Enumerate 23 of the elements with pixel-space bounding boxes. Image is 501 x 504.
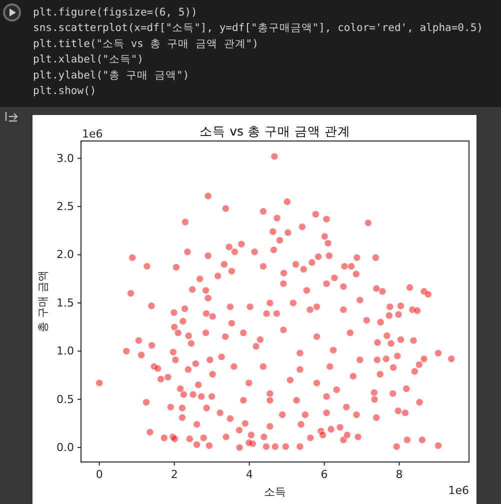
text: plt.title("소득 vs 총 구매 금액 관계") bbox=[33, 38, 258, 50]
y-tick-label: 2.0 bbox=[56, 248, 74, 262]
text: 1e6 bbox=[82, 128, 103, 140]
x-tick-label: 0 bbox=[96, 468, 103, 481]
x-tick-label: 2 bbox=[170, 468, 178, 481]
text: sns.scatterplot(x=df["소득"], y=df["총구매금액"], color='red', alpha=0.5) bbox=[33, 22, 483, 34]
x-tick-label: 4 bbox=[246, 468, 253, 481]
text: plt.show() bbox=[33, 85, 96, 97]
x-axis-title: 소득 bbox=[264, 486, 286, 498]
y-tick-label: 0.5 bbox=[56, 392, 74, 406]
chart-title: 소득 vs 총 구매 금액 관계 bbox=[200, 124, 350, 138]
y-tick-label: 0.0 bbox=[56, 441, 74, 454]
text: 1e6 bbox=[448, 484, 469, 497]
y-tick-label: 2.5 bbox=[56, 200, 74, 214]
y-tick-label: 1.5 bbox=[56, 296, 74, 310]
text: plt.figure(figsize=(6, 5)) bbox=[33, 6, 198, 18]
x-tick-label: 6 bbox=[320, 468, 328, 481]
y-axis-title: 총 구매 금액 bbox=[36, 270, 50, 332]
text: plt.xlabel("소득") bbox=[33, 54, 144, 66]
x-tick-label: 8 bbox=[396, 468, 403, 481]
y-tick-label: 1.0 bbox=[56, 344, 74, 358]
y-tick-label: 3.0 bbox=[56, 152, 74, 165]
text: plt.ylabel("총 구매 금액") bbox=[33, 69, 190, 82]
